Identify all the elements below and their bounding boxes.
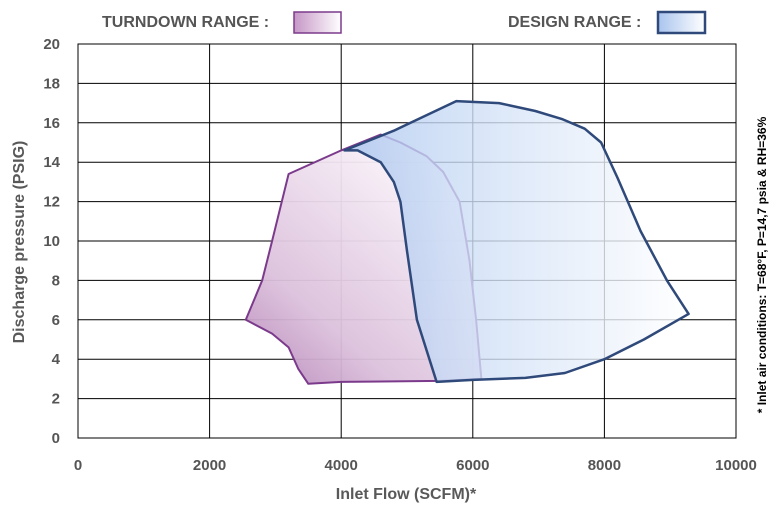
plot-areas bbox=[244, 99, 690, 385]
y-tick-label: 20 bbox=[43, 36, 60, 53]
y-axis-title: Discharge pressure (PSIG) bbox=[11, 141, 28, 344]
y-tick-label: 6 bbox=[52, 312, 60, 329]
y-tick-label: 4 bbox=[52, 351, 61, 368]
x-axis-title: Inlet Flow (SCFM)* bbox=[336, 486, 477, 503]
x-tick-label: 4000 bbox=[325, 457, 358, 474]
x-tick-label: 10000 bbox=[715, 457, 757, 474]
area-design-range bbox=[343, 99, 690, 384]
y-tick-label: 14 bbox=[43, 154, 60, 171]
x-tick-label: 6000 bbox=[456, 457, 489, 474]
legend-label-turndown: TURNDOWN RANGE : bbox=[102, 14, 269, 31]
y-tick-label: 16 bbox=[43, 115, 60, 132]
y-tick-label: 2 bbox=[52, 391, 60, 408]
inlet-conditions-note: * Inlet air conditions: T=68°F, P=14,7 p… bbox=[755, 116, 769, 413]
y-tick-label: 8 bbox=[52, 272, 60, 289]
legend-swatch-turndown bbox=[293, 11, 342, 34]
x-tick-label: 2000 bbox=[193, 457, 226, 474]
x-tick-label: 0 bbox=[74, 457, 82, 474]
y-tick-label: 10 bbox=[43, 233, 60, 250]
y-tick-label: 0 bbox=[52, 430, 60, 447]
plot-frame bbox=[77, 43, 737, 439]
legend-label-design: DESIGN RANGE : bbox=[508, 14, 641, 31]
y-tick-label: 12 bbox=[43, 194, 60, 211]
y-tick-labels: 0 2 4 6 8 10 12 14 16 18 20 bbox=[43, 36, 60, 447]
x-tick-label: 8000 bbox=[588, 457, 621, 474]
x-tick-labels: 0 2000 4000 6000 8000 10000 bbox=[74, 457, 757, 474]
legend-swatch-design bbox=[656, 10, 707, 35]
y-tick-label: 18 bbox=[43, 75, 60, 92]
legend: TURNDOWN RANGE : DESIGN RANGE : bbox=[102, 10, 707, 35]
